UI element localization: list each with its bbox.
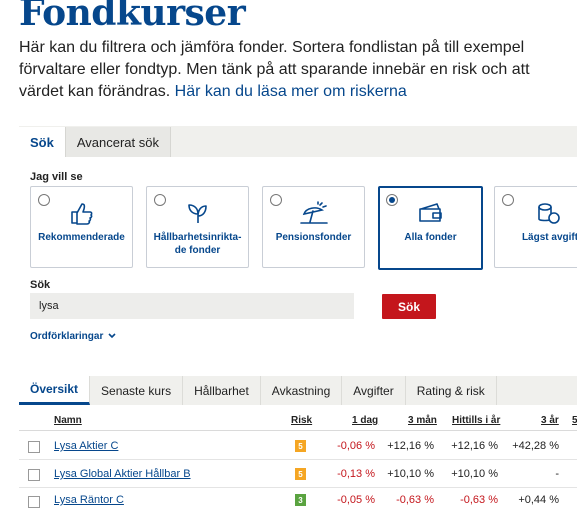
column-header-name[interactable]: Namn <box>54 415 82 426</box>
return-3years: +42,28 % <box>512 440 559 452</box>
radio-button[interactable] <box>154 194 166 206</box>
search-input[interactable] <box>30 293 354 319</box>
beach-umbrella-icon <box>263 201 364 230</box>
return-3months: +12,16 % <box>387 440 434 452</box>
filter-card-lowest-fee[interactable]: Lägst avgift <box>494 186 577 268</box>
filter-card-label: Alla fonder <box>404 232 457 243</box>
glossary-label: Ordförklaringar <box>30 331 104 342</box>
column-header-3years[interactable]: 3 år <box>541 415 559 426</box>
risk-badge: 3 <box>295 494 306 506</box>
risk-info-link[interactable]: Här kan du läsa mer om riskerna <box>174 83 407 100</box>
search-label: Sök <box>30 279 51 291</box>
coins-icon <box>509 201 577 230</box>
filter-card-sustainable[interactable]: Hållbarhetsinrikta-de fonder <box>146 186 249 268</box>
return-ytd: -0,63 % <box>460 494 498 506</box>
filter-card-label: Rekommenderade <box>38 232 125 243</box>
glossary-toggle[interactable]: Ordförklaringar <box>30 331 116 342</box>
risk-badge: 5 <box>295 440 306 452</box>
result-tabs: Översikt Senaste kurs Hållbarhet Avkastn… <box>19 376 577 405</box>
column-header-ytd[interactable]: Hittills i år <box>452 415 501 426</box>
row-checkbox[interactable] <box>28 469 40 481</box>
radio-button[interactable] <box>502 194 514 206</box>
fund-link[interactable]: Lysa Aktier C <box>54 440 119 452</box>
chevron-down-icon <box>108 331 116 342</box>
return-3months: +10,10 % <box>387 468 434 480</box>
tab-rating-risk[interactable]: Rating & risk <box>406 376 497 405</box>
intro-text: Här kan du filtrera och jämföra fonder. … <box>19 37 569 103</box>
risk-badge: 5 <box>295 468 306 480</box>
filter-card-pension[interactable]: Pensionsfonder <box>262 186 365 268</box>
tab-advanced-search[interactable]: Avancerat sök <box>65 127 171 157</box>
filter-card-all-funds[interactable]: Alla fonder <box>378 186 483 270</box>
row-divider <box>19 487 577 488</box>
fund-link[interactable]: Lysa Räntor C <box>54 494 124 506</box>
tab-returns[interactable]: Avkastning <box>261 376 343 405</box>
fund-link[interactable]: Lysa Global Aktier Hållbar B <box>54 468 191 480</box>
radio-button[interactable] <box>38 194 50 206</box>
row-divider <box>19 459 577 460</box>
page-title: Fondkurser <box>19 0 246 34</box>
intro-paragraph: Här kan du filtrera och jämföra fonder. … <box>19 39 530 100</box>
return-1day: -0,13 % <box>337 468 375 480</box>
return-ytd: +10,10 % <box>451 468 498 480</box>
thumbs-up-icon <box>31 201 132 230</box>
tab-fees[interactable]: Avgifter <box>342 376 406 405</box>
filter-card-label: Pensionsfonder <box>275 232 352 243</box>
search-tabs: Sök Avancerat sök <box>19 127 171 157</box>
radio-button[interactable] <box>270 194 282 206</box>
table-header-divider <box>19 430 577 431</box>
filter-card-recommended[interactable]: Rekommenderade <box>30 186 133 268</box>
tab-latest-price[interactable]: Senaste kurs <box>90 376 184 405</box>
return-ytd: +12,16 % <box>451 440 498 452</box>
row-checkbox[interactable] <box>28 496 40 508</box>
tab-search[interactable]: Sök <box>19 127 66 157</box>
return-3years: +0,44 % <box>518 494 559 506</box>
wallet-icon <box>380 201 481 230</box>
radio-button-selected[interactable] <box>386 194 398 206</box>
return-3years: - <box>555 468 559 480</box>
filter-label: Jag vill se <box>30 171 83 183</box>
search-button[interactable]: Sök <box>382 294 436 319</box>
column-header-3months[interactable]: 3 mån <box>408 415 437 426</box>
return-3months: -0,63 % <box>396 494 434 506</box>
return-1day: -0,06 % <box>337 440 375 452</box>
return-1day: -0,05 % <box>337 494 375 506</box>
column-header-5years[interactable]: 5 <box>572 415 577 426</box>
column-header-1day[interactable]: 1 dag <box>352 415 379 426</box>
filter-card-label: Hållbarhetsinrikta-de fonder <box>153 232 242 256</box>
row-checkbox[interactable] <box>28 441 40 453</box>
tab-overview[interactable]: Översikt <box>19 376 91 405</box>
leaf-icon <box>147 201 248 230</box>
filter-card-label: Lägst avgift <box>521 232 577 243</box>
tab-sustainability[interactable]: Hållbarhet <box>183 376 261 405</box>
column-header-risk[interactable]: Risk <box>291 415 313 426</box>
